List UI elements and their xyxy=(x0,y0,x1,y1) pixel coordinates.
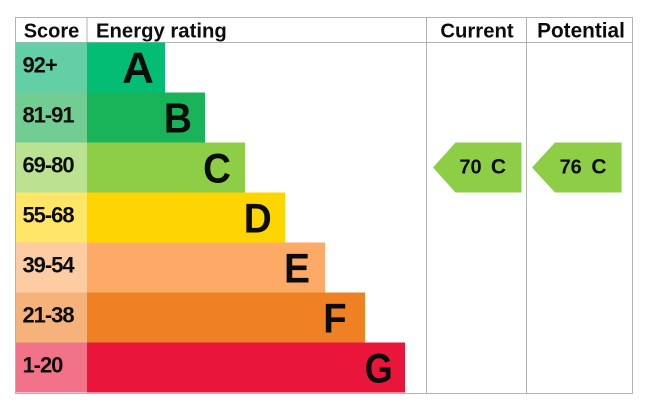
svg-text:Potential: Potential xyxy=(537,20,625,43)
svg-text:Energy rating: Energy rating xyxy=(96,21,227,43)
svg-text:1-20: 1-20 xyxy=(23,353,64,378)
svg-text:55-68: 55-68 xyxy=(23,203,75,228)
svg-text:81-91: 81-91 xyxy=(23,103,75,128)
svg-text:39-54: 39-54 xyxy=(23,253,76,278)
svg-text:C: C xyxy=(491,156,506,179)
svg-text:70: 70 xyxy=(459,157,481,179)
svg-text:Score: Score xyxy=(24,21,80,43)
svg-text:B: B xyxy=(164,94,192,141)
svg-text:76: 76 xyxy=(560,157,582,179)
svg-text:69-80: 69-80 xyxy=(23,153,75,178)
svg-text:Current: Current xyxy=(440,21,513,43)
svg-text:D: D xyxy=(244,194,272,241)
svg-text:E: E xyxy=(284,244,310,291)
svg-text:C: C xyxy=(591,156,606,179)
svg-text:G: G xyxy=(365,344,393,391)
svg-text:A: A xyxy=(122,43,154,92)
svg-text:92+: 92+ xyxy=(23,53,57,78)
svg-text:F: F xyxy=(323,294,346,341)
svg-text:21-38: 21-38 xyxy=(23,303,75,328)
svg-text:C: C xyxy=(203,144,231,191)
